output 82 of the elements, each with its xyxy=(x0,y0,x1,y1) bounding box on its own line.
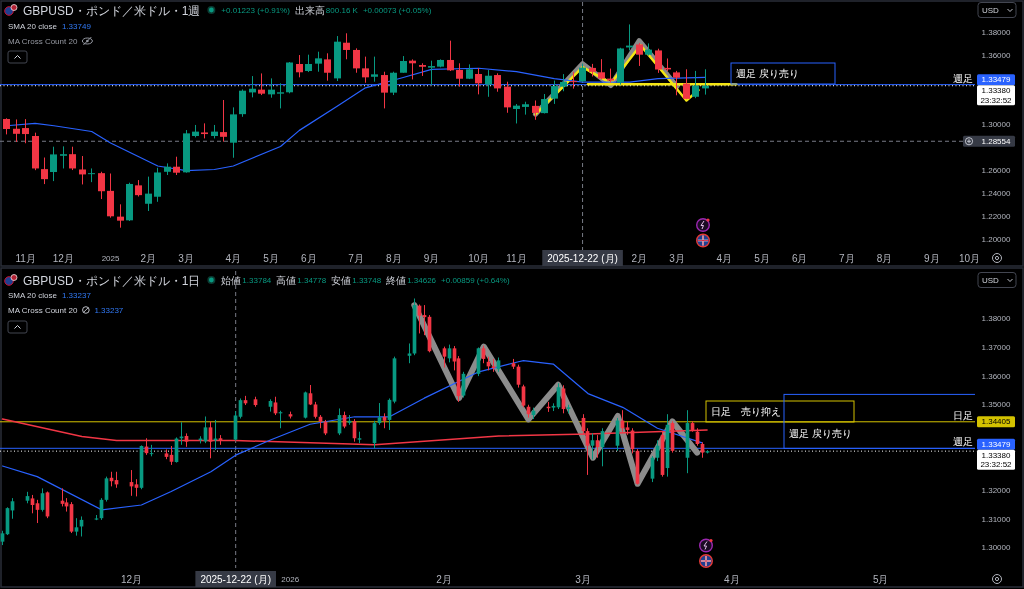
y-tick-label: 1.35000 xyxy=(981,400,1012,410)
x-tick-label: 8月 xyxy=(876,252,893,264)
annotation: 1.33749 xyxy=(61,21,92,31)
annotation: 週足 xyxy=(953,72,973,84)
annotation: +0.00073 (+0.05%) xyxy=(362,5,432,15)
y-tick-label: 1.38000 xyxy=(981,28,1012,38)
annotation: 終値 xyxy=(385,274,407,286)
x-tick-label: 3月 xyxy=(669,252,685,264)
y-tick-label: 1.30000 xyxy=(981,543,1012,553)
x-tick-label: 5月 xyxy=(872,573,889,585)
x-tick-label: 11月 xyxy=(15,252,36,264)
annotation: 安値 xyxy=(331,274,352,286)
x-tick-label: 2025 xyxy=(101,253,121,263)
y-tick-label: 1.31000 xyxy=(981,514,1012,524)
x-tick-label: 4月 xyxy=(724,573,740,585)
y-tick-label: 1.22000 xyxy=(981,212,1012,222)
annotation: 週足 xyxy=(953,436,973,448)
ref-line-label: 2025-12-22 (月) xyxy=(200,573,271,585)
text: 23:32:52 xyxy=(980,460,1013,470)
annotation: 1.33237 xyxy=(61,290,92,300)
y-tick-label: 1.37000 xyxy=(981,342,1012,352)
annotation: 出来高 xyxy=(294,4,325,16)
text: 23:32:52 xyxy=(980,95,1013,105)
x-tick-label: 2月 xyxy=(631,252,647,264)
y-tick-label: 1.32000 xyxy=(981,486,1012,496)
annotation: SMA 20 close xyxy=(8,21,58,31)
annotation: 1.34778 xyxy=(297,275,327,285)
y-tick-label: 1.24000 xyxy=(981,189,1012,199)
ref-line-label: 1.33380 xyxy=(981,86,1012,96)
y-tick-label: 1.26000 xyxy=(981,166,1012,176)
x-tick-label: 3月 xyxy=(575,573,591,585)
y-tick-label: 1.30000 xyxy=(981,120,1012,130)
annotation: MA Cross Count 20 xyxy=(8,36,78,46)
x-tick-label: 6月 xyxy=(301,252,317,264)
annotation: 800.16 K xyxy=(325,5,359,15)
x-tick-label: 6月 xyxy=(791,252,808,264)
x-tick-label: 10月 xyxy=(468,252,490,264)
annotation: 日足 売り抑え xyxy=(711,406,781,417)
annotation: SMA 20 close xyxy=(8,290,58,300)
x-tick-label: 2026 xyxy=(281,574,300,584)
x-tick-label: 2月 xyxy=(140,252,157,264)
annotation: 高値 xyxy=(276,274,297,286)
annotation: 1.33237 xyxy=(94,305,124,315)
button-currency: USD xyxy=(977,272,1017,288)
ref-line-label: 1.33479 xyxy=(981,75,1012,85)
ref-line-label: 2025-12-22 (月) xyxy=(547,252,618,264)
annotation: 週足 戻り売り xyxy=(736,68,799,79)
annotation: 1.33784 xyxy=(242,275,272,285)
annotation: +0.00859 (+0.64%) xyxy=(441,275,510,285)
y-tick-label: 1.36000 xyxy=(981,51,1012,61)
x-tick-label: 5月 xyxy=(263,252,279,264)
annotation: 始値 xyxy=(221,274,242,286)
chart-title: GBPUSD・ポンド／米ドル・1週 xyxy=(23,3,201,18)
x-tick-label: 9月 xyxy=(924,252,940,264)
x-tick-label: 8月 xyxy=(385,252,402,264)
x-tick-label: 11月 xyxy=(506,252,527,264)
ref-line-label: 1.34405 xyxy=(981,417,1012,427)
annotation: MA Cross Count 20 xyxy=(8,305,78,315)
x-tick-label: 10月 xyxy=(959,252,981,264)
x-tick-label: 12月 xyxy=(52,252,74,264)
x-tick-label: 9月 xyxy=(423,252,440,264)
button-currency: USD xyxy=(977,2,1017,18)
annotation: 1.33748 xyxy=(352,275,382,285)
x-tick-label: 4月 xyxy=(225,252,242,264)
ref-line-label: 1.33479 xyxy=(981,439,1012,449)
annotation: 週足 戻り売り xyxy=(789,427,852,439)
chart-title: GBPUSD・ポンド／米ドル・1日 xyxy=(23,273,201,288)
ref-line-label: 1.28554 xyxy=(981,136,1012,146)
x-tick-label: 7月 xyxy=(839,252,855,264)
y-tick-label: 1.20000 xyxy=(981,235,1012,245)
y-tick-label: 1.36000 xyxy=(981,371,1012,381)
x-tick-label: 3月 xyxy=(178,252,194,264)
x-tick-label: 5月 xyxy=(754,252,770,264)
x-tick-label: 12月 xyxy=(120,573,143,585)
y-tick-label: 1.38000 xyxy=(981,314,1012,324)
x-tick-label: 7月 xyxy=(348,252,364,264)
x-tick-label: 2月 xyxy=(436,573,452,585)
annotation: 日足 xyxy=(953,409,973,421)
annotation: 1.34626 xyxy=(407,275,437,285)
annotation: +0.01223 (+0.91%) xyxy=(221,5,291,15)
ref-line-label: 1.33380 xyxy=(981,450,1012,460)
x-tick-label: 4月 xyxy=(716,252,732,264)
